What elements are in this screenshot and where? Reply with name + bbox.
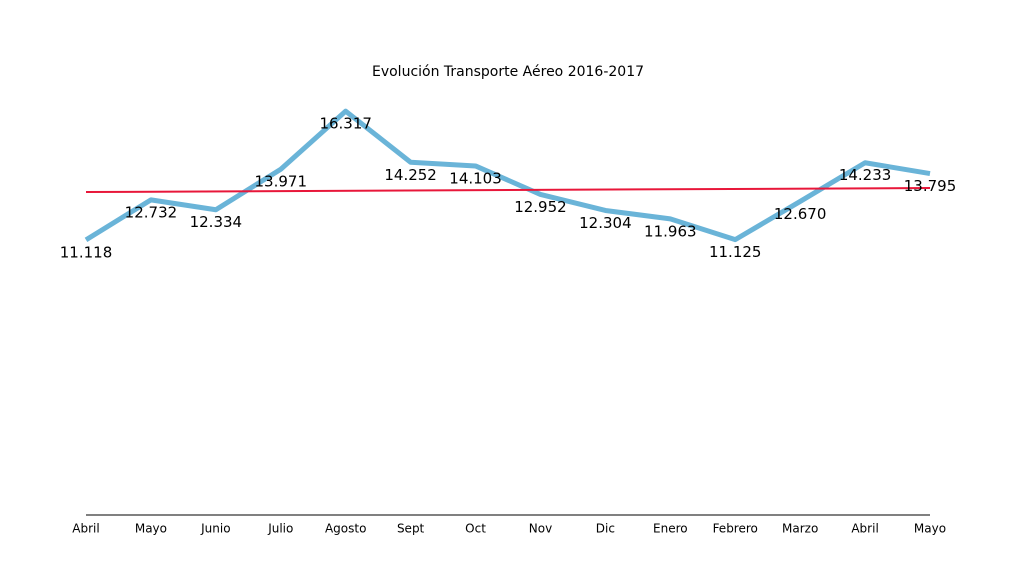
data-label: 11.118 [60,243,113,261]
x-tick-label: Junio [200,522,230,536]
data-label: 12.670 [774,205,827,223]
x-tick-label: Sept [397,522,425,536]
x-tick-label: Marzo [782,522,818,536]
x-tick-label: Julio [267,522,293,536]
data-label: 14.252 [384,166,437,184]
data-label: 13.795 [904,177,957,195]
data-label: 14.103 [449,169,502,187]
x-tick-label: Enero [653,522,688,536]
data-label: 13.971 [255,173,308,191]
x-tick-label: Agosto [325,522,366,536]
x-tick-label: Abril [851,522,878,536]
data-label: 14.233 [839,166,892,184]
x-tick-label: Mayo [914,522,946,536]
data-label: 12.304 [579,214,632,232]
x-tick-label: Abril [72,522,99,536]
data-label: 12.732 [125,203,178,221]
x-tick-label: Febrero [713,522,758,536]
trend-line [85,187,931,194]
x-tick-label: Nov [529,522,552,536]
x-tick-label: Oct [465,522,486,536]
data-label: 16.317 [319,115,372,133]
x-tick-label: Mayo [135,522,167,536]
data-label: 12.952 [514,198,567,216]
data-label: 11.963 [644,222,697,240]
chart-title: Evolución Transporte Aéreo 2016-2017 [372,64,644,80]
data-line [84,108,931,243]
data-label: 11.125 [709,243,762,261]
data-label: 12.334 [190,213,243,231]
x-tick-label: Dic [596,522,615,536]
